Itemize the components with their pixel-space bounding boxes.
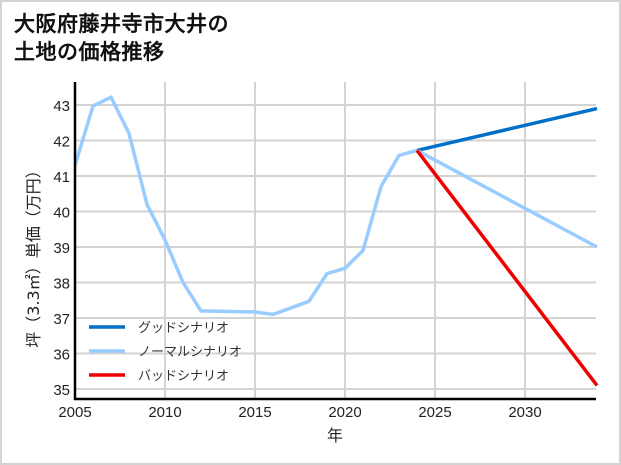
axes xyxy=(73,82,596,401)
x-tick-label: 2020 xyxy=(328,404,361,421)
series-line xyxy=(415,149,599,387)
x-tick-label: 2010 xyxy=(148,404,181,421)
tick-labels: 35 36 37 38 39 40 41 42 43 2005 2010 2015 2020 2025 20… xyxy=(53,98,541,421)
legend-label: グッドシナリオ xyxy=(138,321,229,336)
chart-title: 大阪府藤井寺市大井の 土地の価格推移 xyxy=(14,10,229,66)
y-tick-label: 42 xyxy=(53,134,70,151)
series-line xyxy=(73,95,418,317)
data-series xyxy=(73,95,599,387)
series-line xyxy=(416,148,598,249)
y-tick-label: 40 xyxy=(53,205,70,222)
series-line xyxy=(416,106,598,153)
y-tick-label: 35 xyxy=(53,382,70,399)
legend-label: バッドシナリオ xyxy=(138,369,229,384)
y-tick-label: 37 xyxy=(53,311,70,328)
x-tick-label: 2005 xyxy=(58,404,91,421)
grid-lines xyxy=(75,82,596,399)
legend-label: ノーマルシナリオ xyxy=(138,345,242,360)
x-axis-label: 年 xyxy=(327,426,343,445)
y-tick-label: 41 xyxy=(53,169,70,186)
y-tick-label: 36 xyxy=(53,347,70,364)
y-tick-label: 43 xyxy=(53,98,70,115)
x-tick-label: 2015 xyxy=(238,404,271,421)
chart-title-line-2: 土地の価格推移 xyxy=(14,40,165,64)
y-tick-label: 39 xyxy=(53,240,70,257)
x-tick-label: 2030 xyxy=(508,404,541,421)
y-axis-label: 坪（3.3㎡）単価（万円） xyxy=(24,162,43,347)
x-tick-label: 2025 xyxy=(418,404,451,421)
chart-title-line-1: 大阪府藤井寺市大井の xyxy=(14,12,229,36)
y-tick-label: 38 xyxy=(53,276,70,293)
